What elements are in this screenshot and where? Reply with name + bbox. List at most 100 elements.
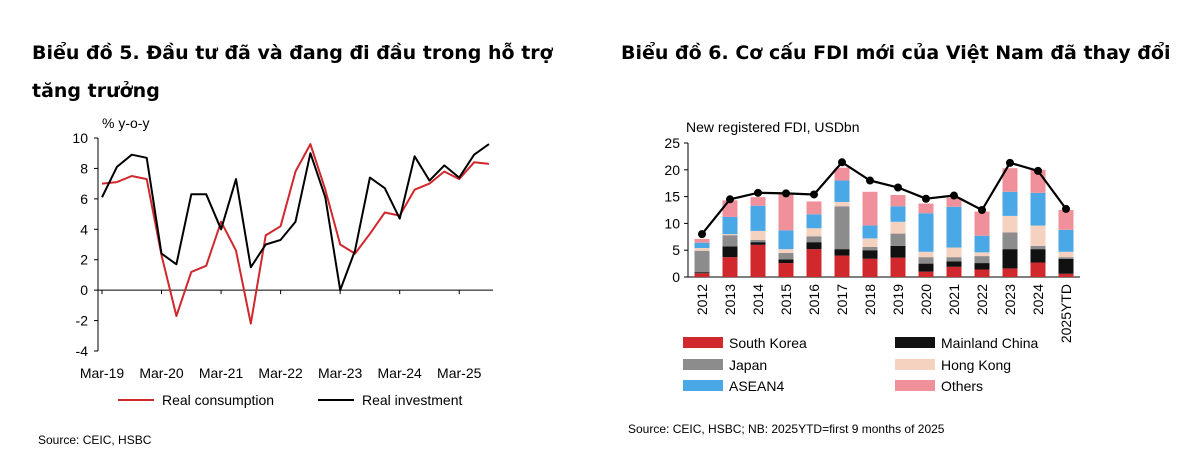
chart6-x-tick-label: 2019: [890, 284, 906, 315]
chart6-bar-segment: [1030, 245, 1046, 250]
chart6-bar-segment: [862, 225, 878, 239]
chart6-bar-segment: [1002, 168, 1018, 192]
chart6-y-tick-label: 5: [672, 242, 680, 258]
chart6-legend-swatch: [683, 337, 723, 348]
chart6-bar-segment: [806, 249, 822, 277]
chart5-y-tick-label: 10: [72, 130, 88, 146]
chart6-x-tick-label: 2025YTD: [1058, 284, 1074, 343]
chart6-y-tick-label: 20: [664, 162, 680, 178]
chart6-legend-swatch: [895, 359, 935, 370]
chart6-legend-swatch: [683, 359, 723, 370]
chart5-legend-label: Real investment: [362, 392, 462, 408]
chart6-bar-segment: [918, 257, 934, 264]
chart6-bar-segment: [890, 221, 906, 234]
chart6-bar-segment: [834, 201, 850, 207]
chart6-total-point: [782, 189, 790, 198]
chart6-bar-segment: [778, 259, 794, 264]
chart6-bar-segment: [974, 269, 990, 277]
chart5-x-tick-label: Mar-23: [318, 365, 363, 381]
chart6-bar-segment: [1058, 257, 1074, 259]
chart6-bar-segment: [834, 255, 850, 277]
chart6-bar-segment: [722, 257, 738, 277]
chart6-bar-segment: [1030, 249, 1046, 263]
chart5-x-tick-label: Mar-20: [139, 365, 184, 381]
chart6-bar-segment: [694, 273, 710, 277]
chart6-bar-segment: [946, 206, 962, 248]
chart6-y-axis-label: New registered FDI, USDbn: [686, 119, 860, 135]
chart6-bar-segment: [946, 261, 962, 267]
chart6-bar-segment: [722, 200, 738, 217]
chart6-bar-segment: [862, 238, 878, 247]
chart6-bar-segment: [1030, 192, 1046, 226]
chart5-title: Biểu đồ 5. Đầu tư đã và đang đi đầu tron…: [32, 34, 592, 110]
chart6-bar-segment: [946, 266, 962, 277]
chart6-bar-segment: [1002, 268, 1018, 277]
chart6-bar-segment: [1030, 169, 1046, 193]
chart6-bar-segment: [750, 244, 766, 277]
chart6-bar-segment: [862, 258, 878, 277]
chart6-legend-swatch: [895, 337, 935, 348]
chart6-x-tick-label: 2021: [946, 284, 962, 315]
chart6-bar-segment: [778, 249, 794, 253]
chart6-bar-segment: [750, 230, 766, 241]
chart6-bar-segment: [1002, 249, 1018, 269]
chart6-bar-segment: [750, 240, 766, 243]
chart5-y-tick-label: -2: [76, 313, 89, 329]
chart5-y-tick-label: 4: [80, 221, 88, 237]
chart6-legend-label: Hong Kong: [941, 357, 1011, 373]
chart5-series-line-investment: [101, 143, 490, 292]
chart6-x-tick-label: 2020: [918, 284, 934, 315]
chart6-bar-segment: [694, 242, 710, 249]
chart6-bar-segment: [918, 203, 934, 214]
chart6-x-tick-label: 2012: [694, 284, 710, 315]
chart6-bar-segment: [974, 211, 990, 236]
chart6-bar-segment: [946, 257, 962, 262]
chart6-bar-segment: [862, 250, 878, 259]
chart6-bar-segment: [1002, 215, 1018, 233]
chart6-x-tick-label: 2014: [750, 284, 766, 315]
chart6-bar-segment: [806, 214, 822, 229]
chart6-bar-segment: [1058, 251, 1074, 258]
chart6-total-point: [978, 206, 986, 214]
chart5-x-tick-label: Mar-21: [199, 365, 244, 381]
chart6-total-line: [701, 161, 1067, 235]
chart6-bar-segment: [890, 194, 906, 207]
chart6-bar-segment: [750, 242, 766, 245]
chart6-bar-segment: [890, 245, 906, 258]
chart5-title-line1: Biểu đồ 5. Đầu tư đã và đang đi đầu tron…: [32, 42, 553, 64]
chart6-total-point: [810, 190, 818, 199]
chart5-y-tick-label: 6: [80, 191, 88, 207]
chart6-legend-label: ASEAN4: [729, 378, 784, 394]
chart5-y-tick-label: -4: [76, 343, 89, 359]
chart6-total-point: [1062, 204, 1070, 213]
chart6-y-tick-label: 0: [672, 269, 680, 285]
chart6-bar-segment: [890, 233, 906, 246]
chart5-source: Source: CEIC, HSBC: [38, 433, 152, 447]
chart6-bar-segment: [722, 246, 738, 258]
chart5-x-tick-label: Mar-22: [258, 365, 303, 381]
chart6-total-point: [1034, 166, 1042, 175]
chart6-bar-segment: [1058, 210, 1074, 230]
chart5-y-tick-label: 2: [80, 252, 88, 268]
chart6-bar-segment: [694, 272, 710, 274]
chart6-bar-segment: [890, 206, 906, 222]
chart6-legend-label: Mainland China: [941, 335, 1038, 351]
chart6-source: Source: CEIC, HSBC; NB: 2025YTD=first 9 …: [628, 422, 945, 436]
chart6-legend-label: Japan: [729, 357, 767, 373]
chart6-bar-segment: [1002, 191, 1018, 216]
chart6-bar-segment: [890, 257, 906, 277]
chart6-bar-segment: [974, 235, 990, 253]
chart6-total-point: [922, 194, 930, 203]
chart6-bar-segment: [834, 180, 850, 202]
chart6-bar-segment: [750, 197, 766, 206]
chart6-bar-segment: [806, 242, 822, 250]
chart6-title: Biểu đồ 6. Cơ cấu FDI mới của Việt Nam đ…: [621, 42, 1171, 64]
chart6-bar-segment: [918, 271, 934, 277]
chart6-bar-segment: [834, 167, 850, 181]
chart6-bar-segment: [694, 238, 710, 243]
chart6-bar-segment: [1002, 232, 1018, 250]
chart6-y-tick-label: 25: [664, 135, 680, 151]
chart6-bar-segment: [974, 256, 990, 264]
chart6-bar-segment: [1058, 258, 1074, 274]
chart6-bar-segment: [694, 248, 710, 251]
